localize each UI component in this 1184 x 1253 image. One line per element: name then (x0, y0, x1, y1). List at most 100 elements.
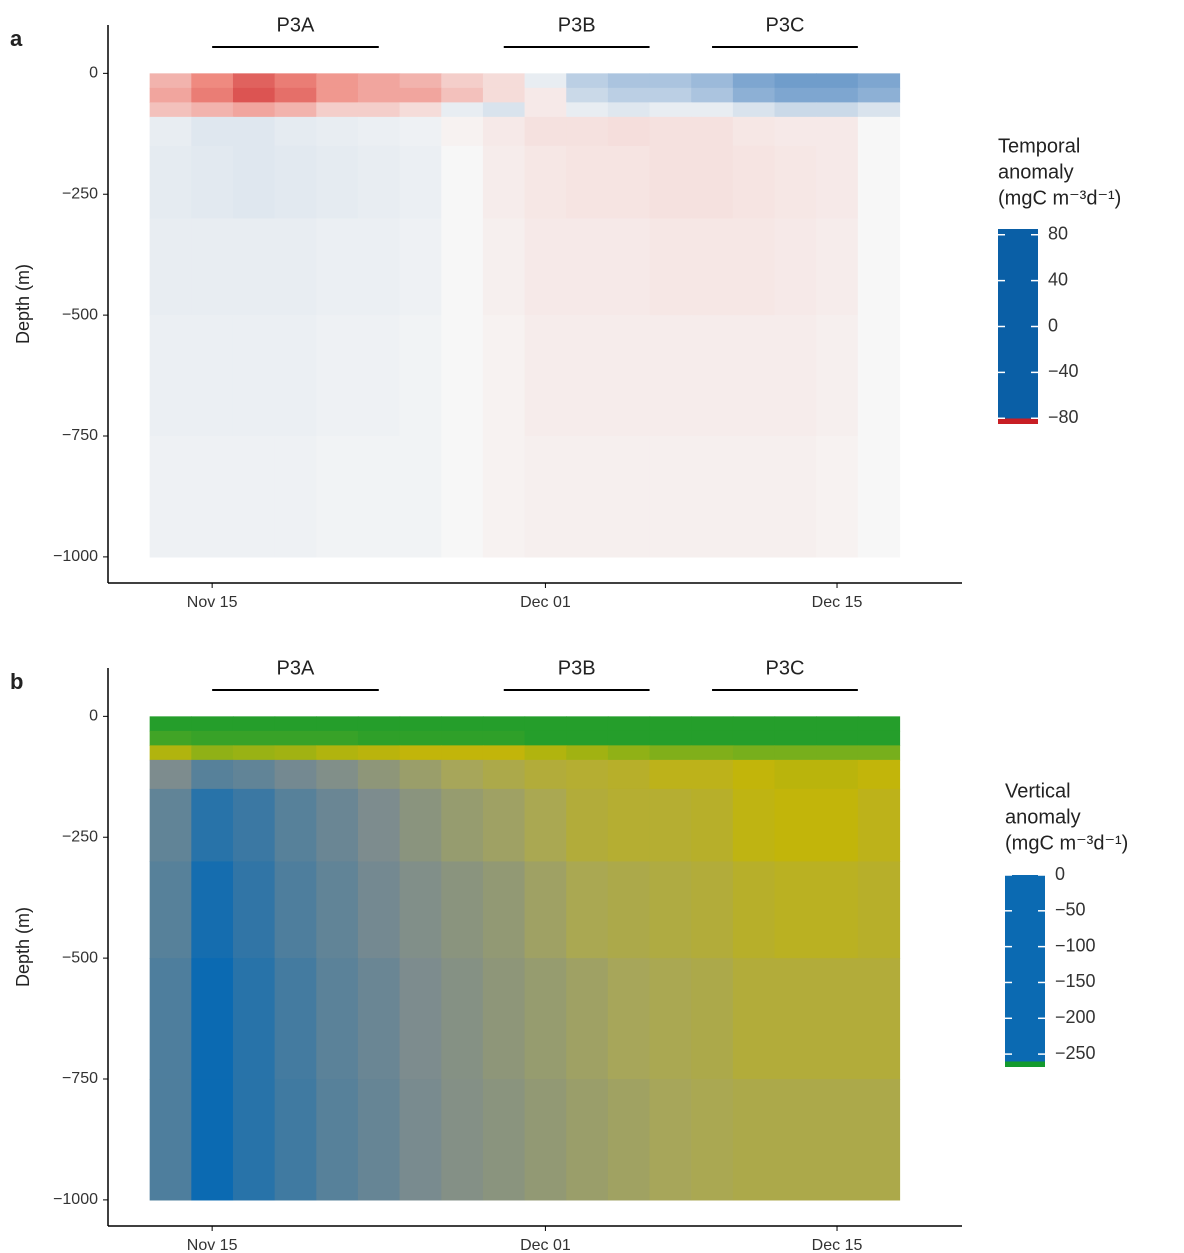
heat-cell (732, 958, 776, 1080)
colorbar-label: −100 (1055, 935, 1096, 955)
heat-cell (482, 716, 526, 732)
heat-cell (816, 759, 859, 790)
heat-cell (774, 1079, 817, 1201)
heat-cell (399, 716, 442, 732)
heat-cell (232, 116, 276, 147)
heat-cell (649, 87, 692, 103)
heat-cell (857, 1079, 901, 1201)
heat-cell (482, 102, 526, 118)
heat-cell (482, 958, 526, 1080)
heat-cell (357, 102, 401, 118)
heat-cell (607, 716, 651, 732)
heat-cell (274, 745, 317, 761)
heat-cell (774, 958, 817, 1080)
heat-cell (774, 788, 817, 863)
heat-cell (316, 145, 359, 220)
period-label: P3B (558, 14, 596, 36)
heat-cell (232, 730, 276, 746)
period-label: P3A (277, 657, 315, 679)
heat-cell (524, 102, 567, 118)
heat-cell (732, 788, 776, 863)
heat-cell (691, 315, 734, 437)
heat-cell (649, 315, 692, 437)
heat-cell (649, 788, 692, 863)
heat-cell (607, 315, 651, 437)
heat-cell (774, 218, 817, 316)
heat-cell (482, 861, 526, 959)
heat-cell (316, 218, 359, 316)
colorbar-label: −40 (1048, 361, 1079, 381)
heat-cell (191, 102, 234, 118)
heat-cell (441, 218, 484, 316)
heat-cell (566, 788, 609, 863)
heat-cell (357, 116, 401, 147)
heat-cell (441, 1079, 484, 1201)
heat-cell (357, 759, 401, 790)
heat-cell (274, 716, 317, 732)
heat-cell (191, 958, 234, 1080)
heat-cell (441, 745, 484, 761)
legend-title: Vertical (1005, 780, 1071, 802)
heat-cell (607, 73, 651, 89)
heat-cell (566, 716, 609, 732)
heat-cell (149, 759, 192, 790)
heat-cell (232, 436, 276, 558)
heat-cell (482, 788, 526, 863)
y-tick-label: −250 (62, 185, 98, 202)
heat-cell (274, 87, 317, 103)
y-tick-label: −750 (62, 427, 98, 444)
heat-cell (857, 788, 901, 863)
heat-cell (524, 1079, 567, 1201)
heat-cell (399, 436, 442, 558)
heat-cell (732, 716, 776, 732)
heat-cell (357, 73, 401, 89)
heat-cell (857, 958, 901, 1080)
x-tick-label: Dec 15 (812, 1237, 863, 1253)
heat-cell (482, 1079, 526, 1201)
heat-cell (732, 861, 776, 959)
heat-cell (607, 145, 651, 220)
heat-cell (857, 861, 901, 959)
heat-cell (441, 861, 484, 959)
heat-cell (566, 436, 609, 558)
heat-cell (607, 730, 651, 746)
heat-cell (232, 87, 276, 103)
heat-cell (857, 436, 901, 558)
heat-cell (274, 1079, 317, 1201)
y-axis-title: Depth (m) (13, 264, 33, 344)
y-tick-label: −1000 (53, 1191, 98, 1208)
heat-cell (607, 102, 651, 118)
heat-cell (774, 436, 817, 558)
heat-cell (149, 315, 192, 437)
heat-cell (357, 745, 401, 761)
heat-cell (774, 116, 817, 147)
heat-cell (816, 861, 859, 959)
heat-cell (691, 102, 734, 118)
heat-cell (316, 1079, 359, 1201)
heat-cell (441, 958, 484, 1080)
heat-cell (399, 958, 442, 1080)
heat-cell (816, 716, 859, 732)
legend-title: Temporal (998, 135, 1080, 157)
heat-cell (816, 87, 859, 103)
legend-title: (mgC m⁻³d⁻¹) (998, 187, 1121, 209)
heat-cell (274, 958, 317, 1080)
heat-cell (732, 315, 776, 437)
x-tick-label: Nov 15 (187, 594, 238, 611)
heat-cell (566, 759, 609, 790)
heat-cell (607, 1079, 651, 1201)
heat-cell (482, 116, 526, 147)
heat-cell (566, 73, 609, 89)
heat-cell (857, 116, 901, 147)
heat-cell (774, 759, 817, 790)
heat-cell (732, 73, 776, 89)
heat-cell (232, 716, 276, 732)
heat-cell (857, 102, 901, 118)
y-tick-label: −750 (62, 1070, 98, 1087)
colorbar-label: −250 (1055, 1043, 1096, 1063)
heat-cell (274, 436, 317, 558)
heat-cell (191, 116, 234, 147)
heat-cell (732, 102, 776, 118)
heat-cell (732, 116, 776, 147)
heat-cell (524, 788, 567, 863)
